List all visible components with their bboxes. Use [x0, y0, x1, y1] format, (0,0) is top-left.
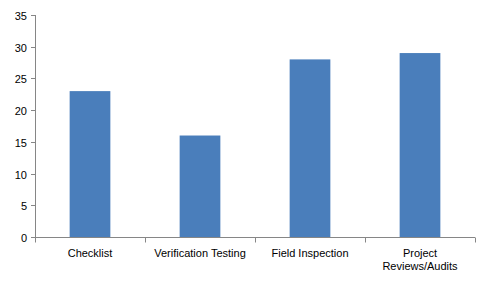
- y-tick-label: 35: [15, 10, 27, 22]
- x-tick: [475, 238, 476, 243]
- y-tick: [31, 110, 36, 111]
- y-tick-label: 5: [21, 200, 27, 212]
- y-tick-label: 15: [15, 137, 27, 149]
- bar: [180, 136, 221, 237]
- y-tick: [31, 237, 36, 238]
- y-tick: [31, 174, 36, 175]
- y-tick: [31, 142, 36, 143]
- y-tick-label: 10: [15, 169, 27, 181]
- x-tick-label: Verification Testing: [154, 247, 246, 259]
- y-tick: [31, 47, 36, 48]
- x-tick-label: Checklist: [68, 247, 113, 259]
- x-tick-label: ProjectReviews/Audits: [382, 247, 458, 272]
- y-tick-label: 0: [21, 232, 27, 244]
- x-tick-label-line: Reviews/Audits: [382, 260, 458, 272]
- y-axis-line: [35, 15, 36, 237]
- bars: [70, 53, 441, 237]
- x-tick: [365, 238, 366, 243]
- y-tick: [31, 78, 36, 79]
- chart: 0 5 10 15 20 25 30 35 Checklist Verification Test…: [0, 0, 479, 285]
- y-tick-label: 25: [15, 73, 27, 85]
- bar: [70, 91, 111, 237]
- y-tick-label: 20: [15, 105, 27, 117]
- x-tick-label: Field Inspection: [271, 247, 348, 259]
- bar: [400, 53, 441, 237]
- x-tick: [35, 238, 36, 243]
- y-tick-label: 30: [15, 42, 27, 54]
- x-tick-label-line: Project: [403, 247, 437, 259]
- x-tick: [145, 238, 146, 243]
- bar: [290, 59, 331, 237]
- y-tick: [31, 205, 36, 206]
- y-tick: [31, 15, 36, 16]
- x-tick: [255, 238, 256, 243]
